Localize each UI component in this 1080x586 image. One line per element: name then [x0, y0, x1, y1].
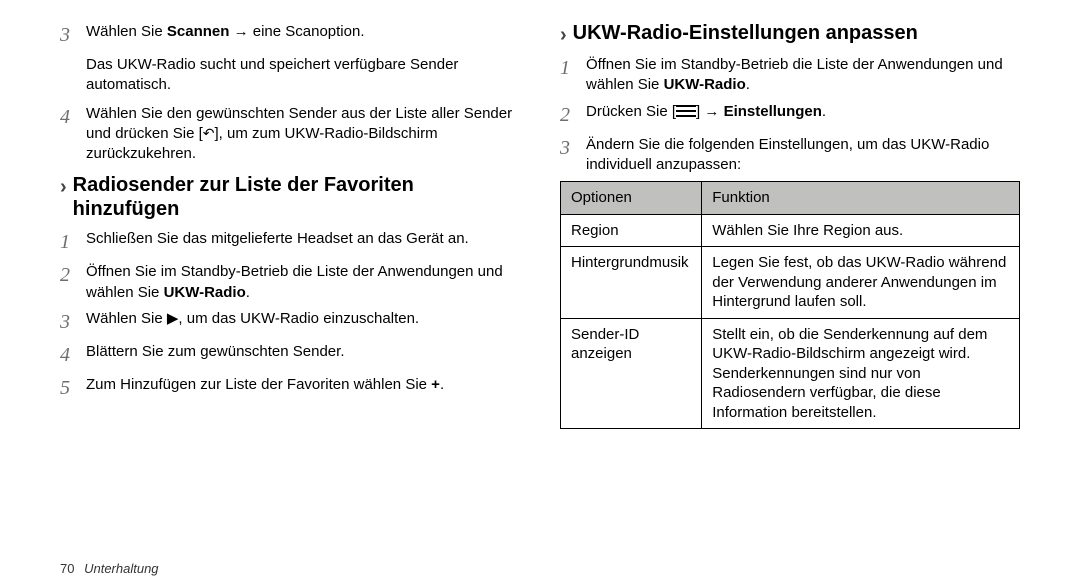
opt-desc: Stellt ein, ob die Senderkennung auf dem… — [702, 318, 1020, 429]
step-text: Zum Hinzufügen zur Liste der Favoriten w… — [86, 375, 520, 402]
section-heading-favorites: › Radiosender zur Liste der Favoriten hi… — [60, 174, 520, 221]
step-text: Blättern Sie zum gewünschten Sender. — [86, 342, 520, 369]
step-text: Ändern Sie die folgenden Einstellungen, … — [586, 135, 1020, 176]
fav-step-1: 1 Schließen Sie das mitgelieferte Headse… — [60, 229, 520, 256]
set-step-3: 3 Ändern Sie die folgenden Einstellungen… — [560, 135, 1020, 176]
step-number: 1 — [60, 229, 86, 256]
heading-arrow-icon: › — [560, 24, 567, 47]
section-name: Unterhaltung — [84, 561, 158, 576]
text-part: Öffnen Sie im Standby-Betrieb die Liste … — [86, 263, 503, 300]
opt-name: Region — [561, 214, 702, 247]
back-icon: ↶ — [203, 125, 215, 141]
step-text: Drücken Sie [ ] → Einstellungen. — [586, 102, 1020, 129]
play-icon: ▶ — [167, 309, 179, 329]
text-part: . — [822, 103, 826, 120]
section-heading-settings: › UKW-Radio-Einstellungen anpassen — [560, 22, 1020, 47]
opt-name: Sender-ID anzeigen — [561, 318, 702, 429]
opt-desc: Wählen Sie Ihre Region aus. — [702, 214, 1020, 247]
text-part: . — [246, 284, 250, 301]
step-number: 2 — [60, 262, 86, 303]
opt-name: Hintergrundmusik — [561, 247, 702, 319]
table-row: Hintergrundmusik Legen Sie fest, ob das … — [561, 247, 1020, 319]
fav-step-5: 5 Zum Hinzufügen zur Liste der Favoriten… — [60, 375, 520, 402]
fav-step-2: 2 Öffnen Sie im Standby-Betrieb die List… — [60, 262, 520, 303]
step-text: Wählen Sie Scannen → eine Scanoption. — [86, 22, 520, 49]
left-column: 3 Wählen Sie Scannen → eine Scanoption. … — [60, 22, 520, 555]
step-4: 4 Wählen Sie den gewünschten Sender aus … — [60, 104, 520, 165]
page-footer: 70 Unterhaltung — [60, 555, 1020, 576]
step-number: 3 — [60, 22, 86, 49]
table-row: Optionen Funktion — [561, 182, 1020, 215]
manual-page: 3 Wählen Sie Scannen → eine Scanoption. … — [0, 0, 1080, 586]
plus-bold: + — [431, 376, 440, 393]
options-table: Optionen Funktion Region Wählen Sie Ihre… — [560, 181, 1020, 429]
step-text: Wählen Sie den gewünschten Sender aus de… — [86, 104, 520, 165]
step-3: 3 Wählen Sie Scannen → eine Scanoption. — [60, 22, 520, 49]
table-head: Optionen Funktion — [561, 182, 1020, 215]
text-part: Zum Hinzufügen zur Liste der Favoriten w… — [86, 376, 431, 393]
heading-text: Radiosender zur Liste der Favoriten hinz… — [73, 174, 520, 221]
menu-icon — [676, 105, 696, 117]
ukw-bold: UKW-Radio — [664, 76, 746, 93]
set-step-2: 2 Drücken Sie [ ] → Einstellungen. — [560, 102, 1020, 129]
col-option-header: Optionen — [561, 182, 702, 215]
scan-bold: Scannen — [167, 23, 230, 40]
step-subtext: Das UKW-Radio sucht und speichert verfüg… — [86, 55, 520, 96]
step-number: 2 — [560, 102, 586, 129]
step-number: 4 — [60, 104, 86, 165]
two-column-layout: 3 Wählen Sie Scannen → eine Scanoption. … — [60, 22, 1020, 555]
step-number: 4 — [60, 342, 86, 369]
text-part: Öffnen Sie im Standby-Betrieb die Liste … — [586, 56, 1003, 93]
table-row: Region Wählen Sie Ihre Region aus. — [561, 214, 1020, 247]
ukw-bold: UKW-Radio — [164, 284, 246, 301]
text-part: ] → — [696, 103, 724, 120]
settings-bold: Einstellungen — [724, 103, 822, 120]
table-body: Region Wählen Sie Ihre Region aus. Hinte… — [561, 214, 1020, 429]
text-part: Drücken Sie [ — [586, 103, 676, 120]
right-column: › UKW-Radio-Einstellungen anpassen 1 Öff… — [560, 22, 1020, 555]
text-part: , um das UKW-Radio einzuschalten. — [178, 310, 419, 327]
fav-step-4: 4 Blättern Sie zum gewünschten Sender. — [60, 342, 520, 369]
opt-desc: Legen Sie fest, ob das UKW-Radio während… — [702, 247, 1020, 319]
step-text: Schließen Sie das mitgelieferte Headset … — [86, 229, 520, 256]
table-row: Sender-ID anzeigen Stellt ein, ob die Se… — [561, 318, 1020, 429]
step-number: 3 — [560, 135, 586, 176]
step-text: Öffnen Sie im Standby-Betrieb die Liste … — [86, 262, 520, 303]
text-part: Wählen Sie — [86, 310, 167, 327]
fav-step-3: 3 Wählen Sie ▶, um das UKW-Radio einzusc… — [60, 309, 520, 336]
col-function-header: Funktion — [702, 182, 1020, 215]
step-number: 1 — [560, 55, 586, 96]
heading-text: UKW-Radio-Einstellungen anpassen — [573, 22, 918, 46]
step-text: Öffnen Sie im Standby-Betrieb die Liste … — [586, 55, 1020, 96]
text-part: → eine Scanoption. — [229, 23, 364, 40]
step-text: Wählen Sie ▶, um das UKW-Radio einzuscha… — [86, 309, 520, 336]
step-number: 5 — [60, 375, 86, 402]
text-part: . — [440, 376, 444, 393]
set-step-1: 1 Öffnen Sie im Standby-Betrieb die List… — [560, 55, 1020, 96]
text-part: . — [746, 76, 750, 93]
heading-arrow-icon: › — [60, 176, 67, 199]
page-number: 70 — [60, 561, 74, 576]
step-number: 3 — [60, 309, 86, 336]
text-part: Wählen Sie — [86, 23, 167, 40]
